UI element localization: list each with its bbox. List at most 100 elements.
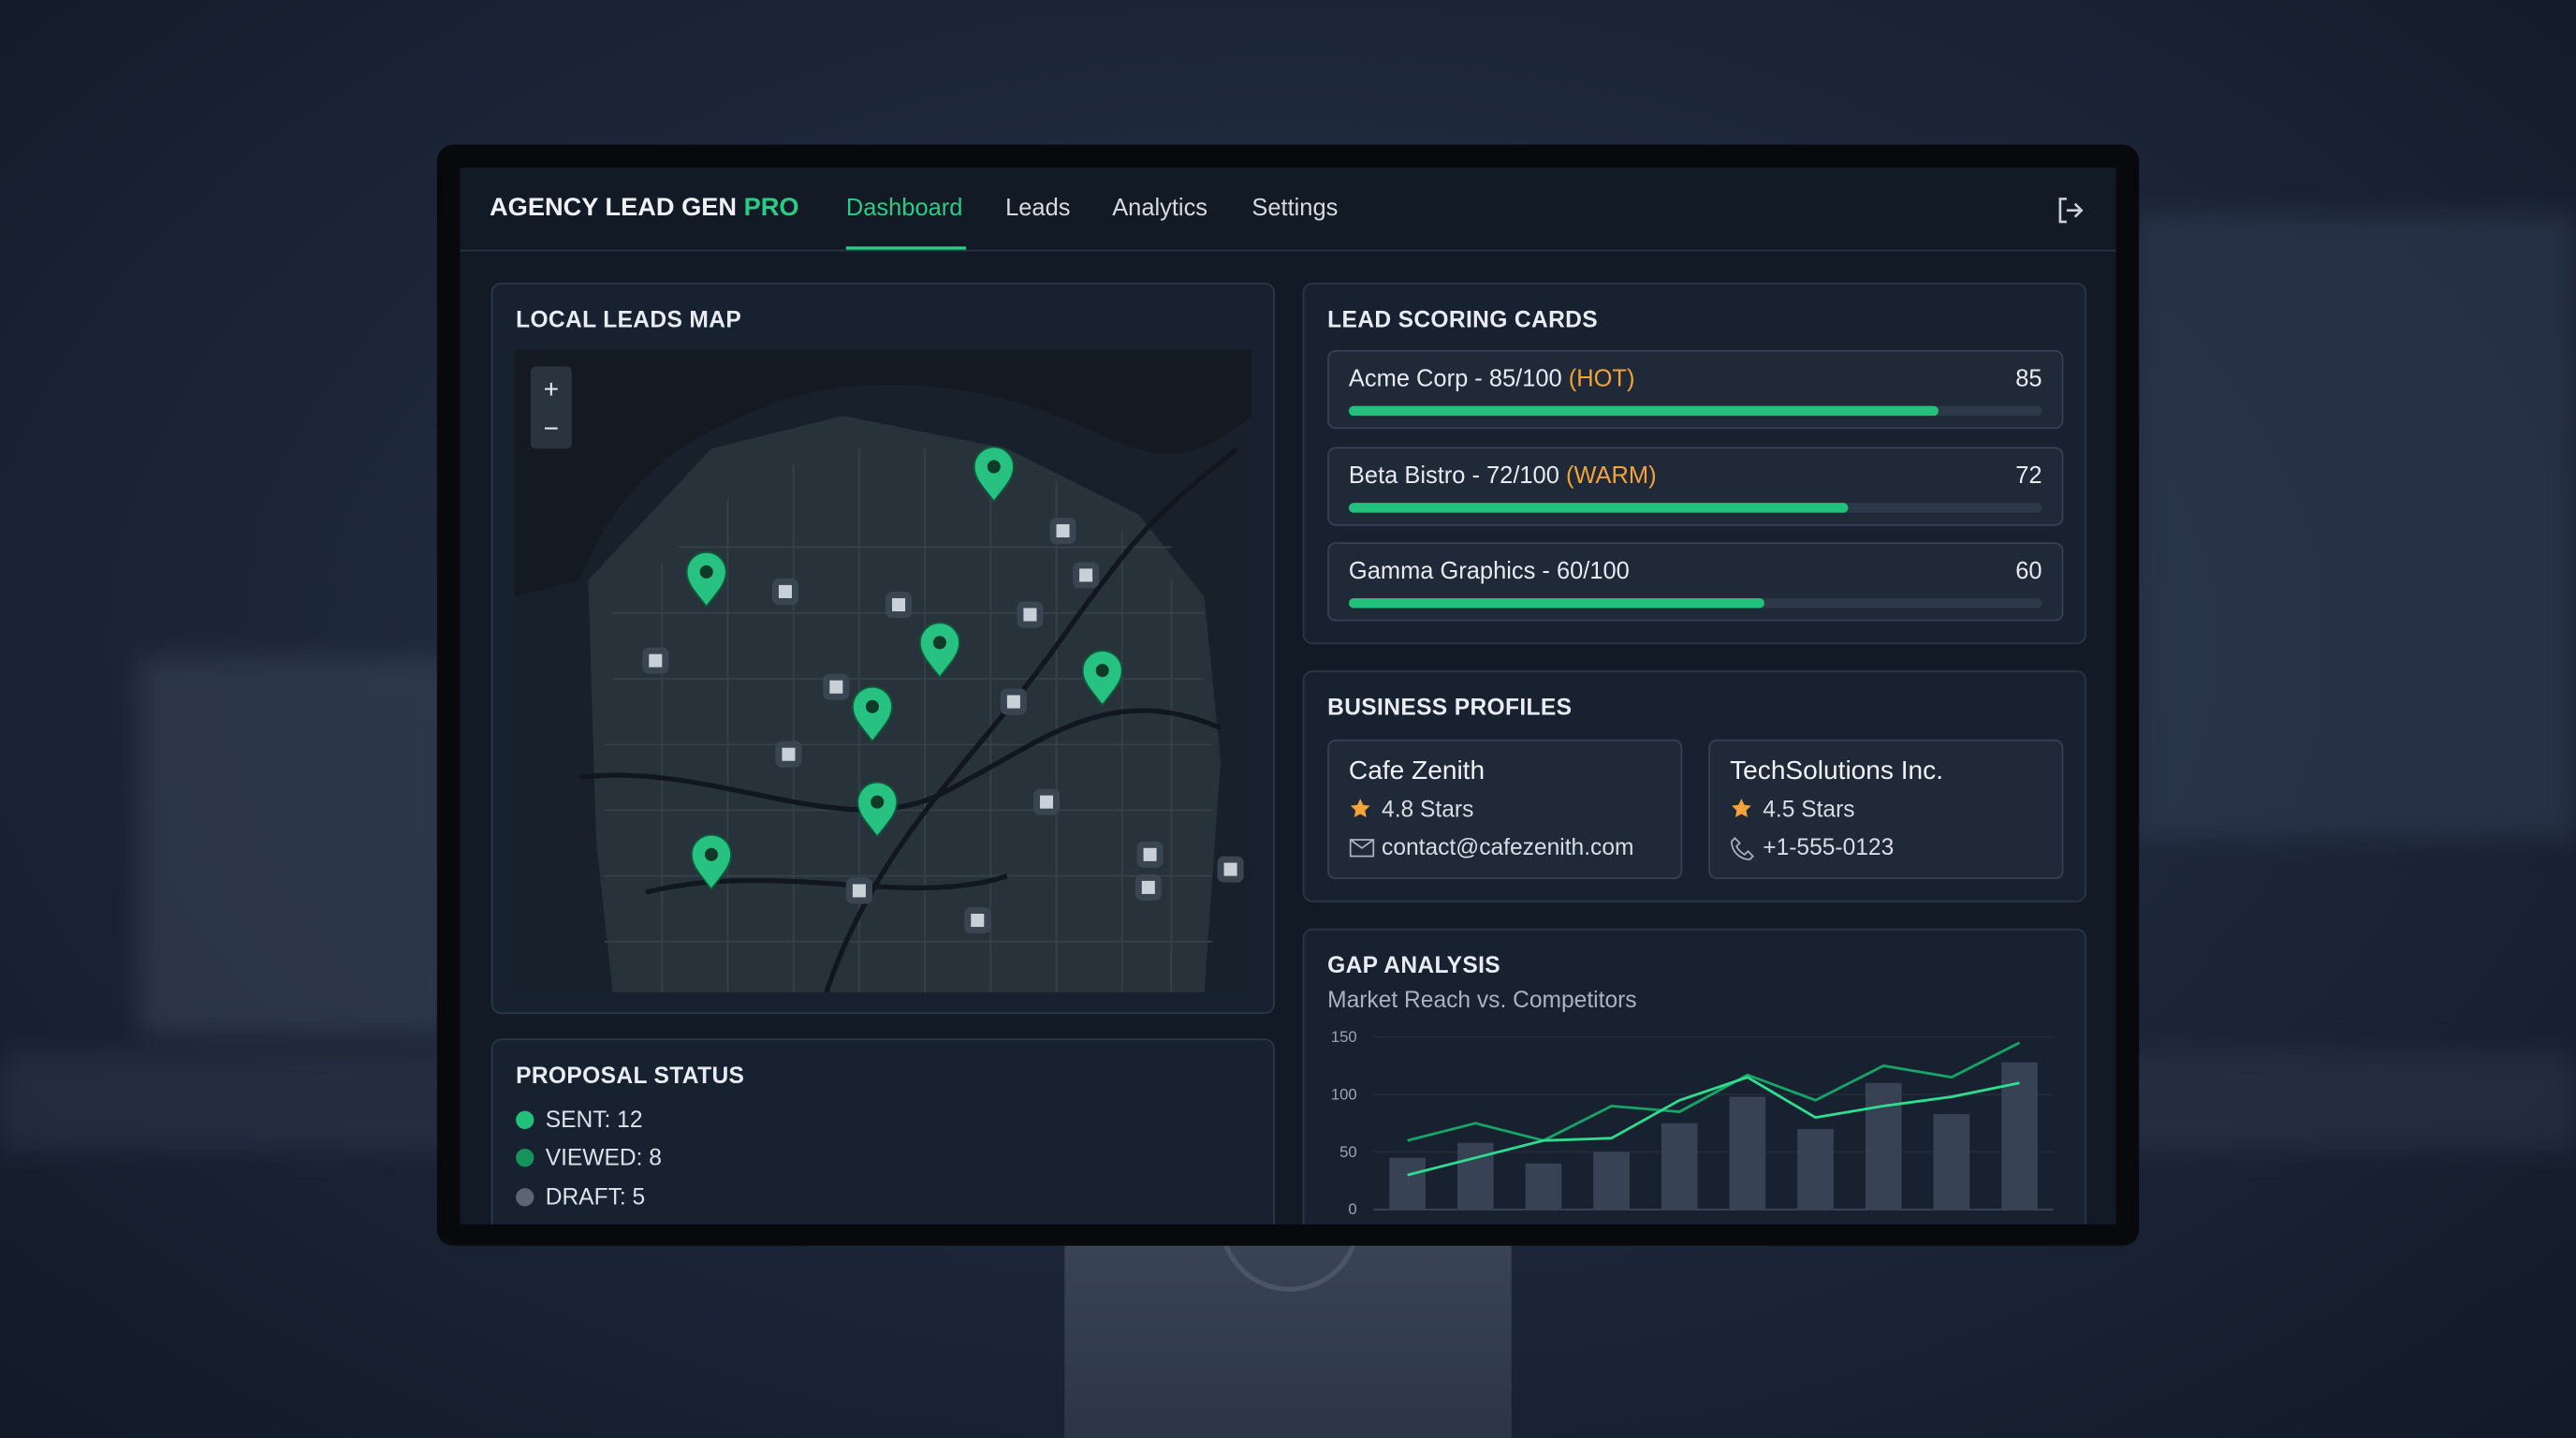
bar xyxy=(1933,1113,1970,1210)
score-track xyxy=(1348,597,2042,609)
map-poi-glyph xyxy=(1039,795,1054,809)
bar xyxy=(1729,1096,1766,1210)
contact-icon xyxy=(1349,836,1375,866)
score-card-label: Beta Bistro - 72/100 (WARM) xyxy=(1349,462,1657,489)
brand: AGENCY LEAD GEN PRO xyxy=(490,194,799,224)
map-poi-glyph xyxy=(1006,695,1020,709)
map-panel: LOCAL LEADS MAP + − xyxy=(490,282,1275,1015)
panel-title: GAP ANALYSIS xyxy=(1327,951,1501,978)
score-card-label: Acme Corp - 85/100 (HOT) xyxy=(1349,366,1634,392)
map-poi-glyph xyxy=(649,653,663,668)
status-item: VIEWED: 8 xyxy=(545,1143,662,1170)
line-series xyxy=(1407,1076,2020,1177)
score-card-tag: (HOT) xyxy=(1568,366,1635,393)
map-poi-glyph xyxy=(892,597,906,612)
map-poi-glyph xyxy=(1056,523,1070,538)
bar xyxy=(1525,1163,1562,1210)
score-card: Gamma Graphics - 60/100 60 xyxy=(1327,542,2064,622)
profile-card: TechSolutions Inc. 4.5 Stars +1-555-0123 xyxy=(1708,739,2064,880)
brand-text: AGENCY LEAD GEN xyxy=(490,194,738,222)
nav-dashboard[interactable]: Dashboard xyxy=(845,195,963,222)
business-profiles-panel: BUSINESS PROFILES Cafe Zenith 4.8 Stars co… xyxy=(1302,670,2086,902)
y-tick-label: 150 xyxy=(1331,1028,1357,1046)
profile-rating: 4.8 Stars xyxy=(1382,795,1474,822)
map-pin xyxy=(973,446,1015,503)
contact-icon xyxy=(1730,836,1754,869)
score-track xyxy=(1348,405,2042,417)
map-pin xyxy=(918,622,960,679)
map-poi-glyph xyxy=(1079,568,1093,582)
map-poi-glyph xyxy=(778,584,792,598)
map-pin xyxy=(1081,650,1123,707)
score-track xyxy=(1348,502,2042,512)
nav-leads[interactable]: Leads xyxy=(1005,195,1071,222)
zoom-in[interactable]: + xyxy=(544,374,559,404)
map-pin-hole xyxy=(932,636,946,650)
lead-scoring-panel: LEAD SCORING CARDS Acme Corp - 85/100 (H… xyxy=(1302,282,2086,645)
map-poi-glyph xyxy=(971,914,985,928)
map-pin-hole xyxy=(987,460,1001,474)
map-pin xyxy=(856,781,899,838)
bar xyxy=(2001,1062,2038,1210)
y-tick-label: 0 xyxy=(1348,1200,1356,1218)
map-poi-glyph xyxy=(1023,608,1037,622)
profile-name: Cafe Zenith xyxy=(1348,757,1486,786)
gap-chart: 0 50 100 150 xyxy=(1331,1028,2054,1218)
bar xyxy=(1865,1082,1902,1210)
map-pin-hole xyxy=(865,699,879,713)
score-card-name: Acme Corp - 85/100 xyxy=(1348,366,1562,393)
gap-analysis-panel: GAP ANALYSIS Market Reach vs. Competitor… xyxy=(1302,928,2086,1225)
panel-title: PROPOSAL STATUS xyxy=(516,1061,745,1089)
backdrop xyxy=(2135,213,2576,839)
map-poi-glyph xyxy=(1223,862,1237,876)
panel-title: LOCAL LEADS MAP xyxy=(516,305,742,332)
score-bar xyxy=(1348,405,1939,417)
score-card-label: Gamma Graphics - 60/100 xyxy=(1349,559,1630,585)
status-dot xyxy=(516,1149,534,1167)
zoom-out[interactable]: − xyxy=(544,414,559,443)
status-item: DRAFT: 5 xyxy=(545,1182,646,1210)
score-card-name: Gamma Graphics - 60/100 xyxy=(1348,558,1630,585)
map-pin-hole xyxy=(699,565,713,579)
map-poi-glyph xyxy=(852,884,866,898)
y-tick-label: 50 xyxy=(1339,1143,1357,1161)
bar xyxy=(1797,1128,1834,1210)
score-bar xyxy=(1348,597,1765,609)
map-pin xyxy=(685,550,727,609)
map-pin-hole xyxy=(1095,664,1109,678)
nav-underline xyxy=(845,246,966,250)
brand-accent: PRO xyxy=(743,194,799,222)
score-card: Acme Corp - 85/100 (HOT) 85 xyxy=(1327,349,2064,430)
bar xyxy=(1456,1142,1494,1210)
map-pin-hole xyxy=(871,795,885,809)
status-dot xyxy=(516,1110,534,1129)
score-bar xyxy=(1348,502,1849,512)
map: + − xyxy=(514,349,1252,993)
map-pin xyxy=(852,685,893,743)
line-series xyxy=(1407,1041,2021,1142)
y-tick-label: 100 xyxy=(1331,1085,1357,1103)
profile-name: TechSolutions Inc. xyxy=(1730,757,1944,786)
profile-card: Cafe Zenith 4.8 Stars contact@cafezenith.c… xyxy=(1327,739,1683,880)
nav-settings[interactable]: Settings xyxy=(1251,195,1339,222)
header-divider xyxy=(460,249,2116,252)
profile-contact: contact@cafezenith.com xyxy=(1382,832,1634,860)
panel-title: LEAD SCORING CARDS xyxy=(1327,305,1599,332)
bar xyxy=(1389,1157,1426,1210)
map-poi-glyph xyxy=(1143,847,1157,861)
proposal-panel: PROPOSAL STATUS SENT: 12 VIEWED: 8 DRAFT… xyxy=(490,1038,1275,1225)
bar xyxy=(1593,1152,1630,1210)
score-card-name: Beta Bistro - 72/100 xyxy=(1348,462,1559,490)
rating-icon xyxy=(1349,797,1372,828)
map-pin xyxy=(691,833,732,891)
profile-contact: +1-555-0123 xyxy=(1763,832,1895,860)
logout-button[interactable] xyxy=(2056,196,2086,226)
map-poi-glyph xyxy=(782,747,796,761)
nav-analytics[interactable]: Analytics xyxy=(1112,195,1208,222)
backdrop xyxy=(139,657,452,1035)
score-card-tag: (WARM) xyxy=(1565,462,1657,490)
map-pin-hole xyxy=(704,847,718,861)
panel-subtitle: Market Reach vs. Competitors xyxy=(1327,986,1637,1013)
